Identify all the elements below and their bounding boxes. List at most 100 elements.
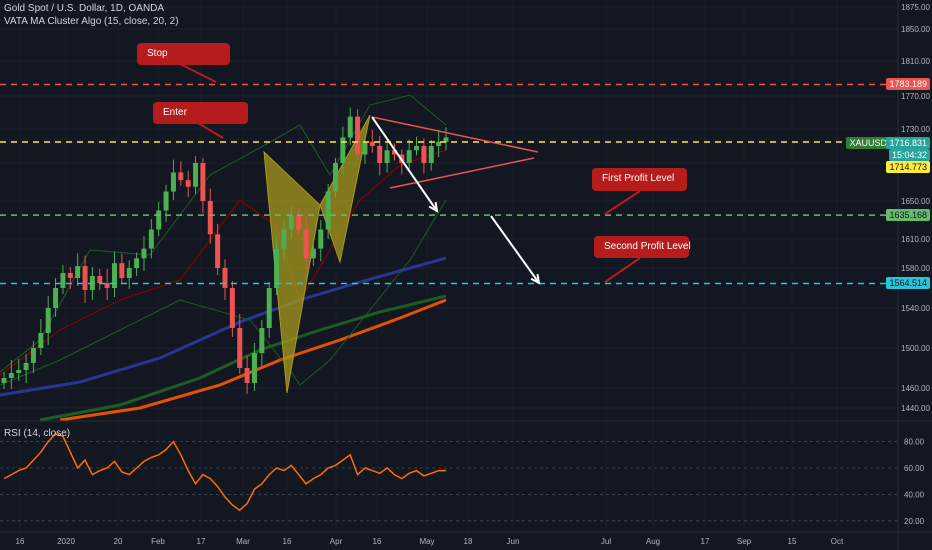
arrow-to-first-target [371, 116, 438, 212]
candle-body [296, 215, 302, 230]
candle-body [75, 266, 81, 278]
annotation-second-profit[interactable]: Second Profit Level [594, 236, 691, 258]
candle-body [362, 141, 368, 155]
candle-body [104, 283, 110, 288]
rsi-title: RSI (14, close) [4, 428, 71, 439]
candle-body [384, 150, 390, 163]
price-levels [0, 83, 898, 285]
annotation-first-profit[interactable]: First Profit Level [592, 168, 687, 191]
band-upper [0, 94, 447, 373]
time-tick-label: 17 [701, 537, 710, 546]
time-tick-label: Sep [737, 537, 752, 546]
symbol-title: Gold Spot / U.S. Dollar, 1D, OANDA [4, 3, 165, 14]
candle-body [288, 215, 294, 230]
candle-body [259, 328, 265, 353]
time-tick-label: 15 [788, 537, 797, 546]
rsi-line [3, 432, 446, 512]
candle-body [347, 116, 353, 138]
candle-body [229, 288, 235, 328]
candle-body [119, 263, 125, 278]
price-tick-label: 1875.00 [901, 3, 930, 12]
price-tick-label: 1730.00 [901, 125, 930, 134]
candle-body [134, 258, 140, 268]
annotation-pointer [604, 257, 641, 283]
candle-body [67, 273, 73, 278]
annotation-enter[interactable]: Enter [153, 102, 248, 124]
price-tick-label: 1460.00 [901, 384, 930, 393]
candle-body [340, 137, 346, 163]
price-tick-label: 1650.00 [901, 197, 930, 206]
candle-body [377, 146, 383, 163]
candle-body [193, 163, 199, 187]
candle-body [333, 163, 338, 192]
candle-body [318, 229, 324, 249]
annotation-stop[interactable]: Stop [137, 43, 230, 65]
time-tick-label: Jul [601, 537, 611, 546]
price-tick-label: 1440.00 [901, 404, 930, 413]
first-profit-price-tag: 1635.168 [886, 209, 930, 221]
time-tick-label: 16 [283, 537, 292, 546]
candle-body [82, 266, 88, 290]
arrow-to-first-target-head [428, 201, 439, 213]
rsi-pane: 80.00 60.00 40.00 20.00 [0, 432, 925, 526]
time-tick-label: 20 [114, 537, 123, 546]
candle-body [207, 201, 213, 235]
candle-body [274, 248, 280, 288]
candle-body [156, 210, 162, 230]
candle-body [303, 229, 309, 259]
time-tick-label: Mar [236, 537, 250, 546]
time-tick-label: 16 [373, 537, 382, 546]
candle-body [45, 308, 51, 333]
candle-body [406, 150, 412, 163]
candle-body [97, 276, 103, 283]
arrow-to-second-target-head [530, 273, 541, 285]
annotation-pointer [197, 122, 224, 139]
candle-body [443, 137, 449, 142]
candle-body [30, 348, 36, 363]
candlestick-series [1, 107, 449, 394]
candle-body [38, 333, 44, 348]
candle-body [421, 146, 427, 163]
candle-body [355, 116, 361, 155]
candle-body [325, 191, 331, 230]
ma-orange [59, 298, 447, 422]
candle-body [112, 263, 117, 288]
time-tick-label: Jun [507, 537, 520, 546]
candle-body [1, 378, 7, 383]
candle-body [222, 268, 228, 288]
candle-body [141, 248, 147, 259]
countdown-tag: 15:04:32 [888, 149, 930, 161]
price-tick-label: 1610.00 [901, 235, 930, 244]
candle-body [266, 288, 272, 328]
price-tick-label: 1770.00 [901, 92, 930, 101]
candle-body [185, 180, 191, 187]
candle-body [53, 288, 59, 308]
time-tick-label: 18 [464, 537, 473, 546]
time-tick-label: Feb [151, 537, 165, 546]
annotation-pointer [179, 63, 217, 83]
indicator-title: VATA MA Cluster Algo (15, close, 20, 2) [4, 16, 179, 27]
candle-body [170, 172, 176, 192]
candle-body [16, 370, 22, 373]
rsi-tick-label: 80.00 [904, 438, 925, 447]
candle-body [215, 234, 221, 268]
candle-body [200, 163, 206, 201]
arrow-to-second-target [490, 215, 540, 284]
candle-body [310, 248, 316, 259]
candle-body [281, 229, 287, 249]
second-profit-price-tag: 1564.514 [886, 277, 930, 289]
triangle-upper-line [371, 116, 539, 153]
time-tick-label: Apr [330, 537, 343, 546]
rsi-tick-label: 60.00 [904, 464, 925, 473]
price-tick-label: 1580.00 [901, 264, 930, 273]
last-price-tag: 1716.831 [886, 137, 930, 149]
time-tick-label: Aug [646, 537, 660, 546]
candle-body [251, 353, 257, 383]
candle-body [428, 146, 434, 163]
time-tick-label: May [419, 537, 434, 546]
price-tick-label: 1810.00 [901, 57, 930, 66]
enter-price-tag: 1714.773 [886, 161, 930, 173]
